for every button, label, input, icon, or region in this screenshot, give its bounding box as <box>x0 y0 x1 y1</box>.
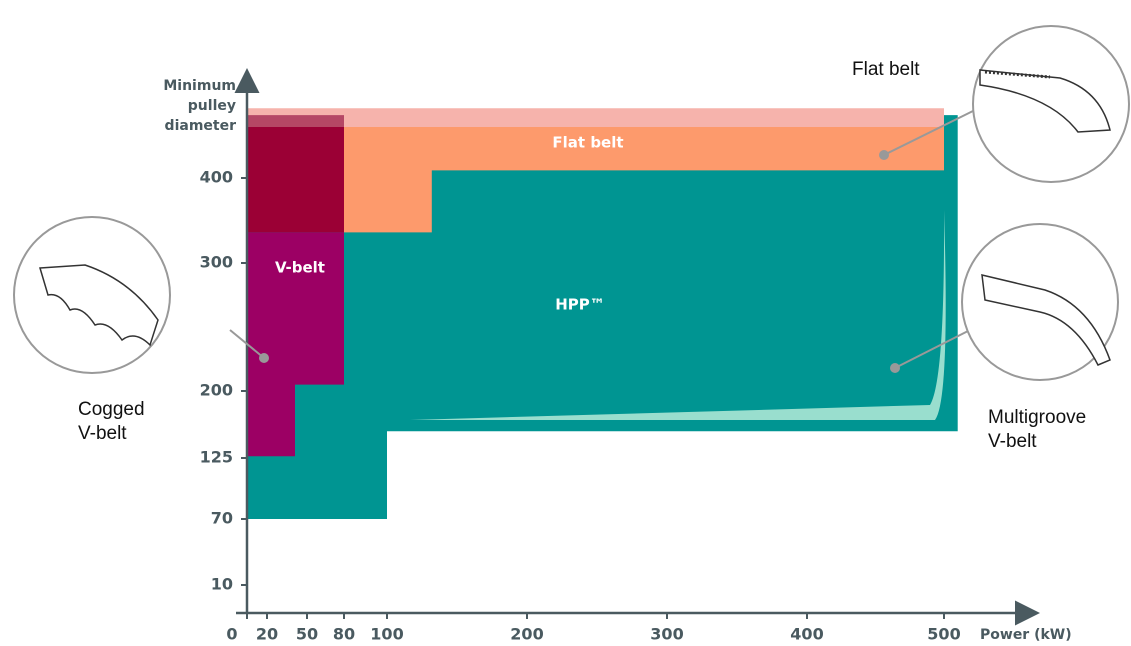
region <box>247 127 344 233</box>
x-tick-label: 400 <box>790 625 823 644</box>
y-tick-label: 300 <box>200 253 233 272</box>
x-tick-label: 500 <box>927 625 960 644</box>
region <box>247 108 944 127</box>
x-tick-label: 300 <box>650 625 683 644</box>
x-tick-label: 20 <box>256 625 278 644</box>
region <box>247 232 344 457</box>
x-tick-label: 50 <box>296 625 318 644</box>
callout-cogged <box>13 216 269 374</box>
callout-label: Flat belt <box>852 59 920 80</box>
y-axis-title: Minimum <box>163 78 236 94</box>
x-tick-label: 100 <box>370 625 403 644</box>
x-tick-label: 0 <box>226 625 237 644</box>
y-axis-title: pulley <box>188 98 236 114</box>
region-label: Flat belt <box>552 134 623 152</box>
callout-label: V-belt <box>988 431 1037 452</box>
callout-flat <box>879 25 1130 183</box>
y-tick-label: 125 <box>200 448 233 467</box>
y-tick-label: 200 <box>200 381 233 400</box>
callout-label: Multigroove <box>988 407 1086 428</box>
region-label: V-belt <box>275 259 325 277</box>
y-tick-label: 70 <box>211 509 233 528</box>
x-tick-label: 200 <box>510 625 543 644</box>
y-axis-title: diameter <box>165 118 237 134</box>
x-axis-title: Power (kW) <box>980 627 1072 643</box>
callout-multigroove <box>890 223 1119 381</box>
callout-label: V-belt <box>78 423 127 444</box>
region <box>247 115 344 127</box>
callout-label: Cogged <box>78 399 145 420</box>
x-tick-label: 80 <box>333 625 355 644</box>
region <box>344 127 944 233</box>
region-label: HPP™ <box>555 296 605 314</box>
y-tick-label: 10 <box>211 575 233 594</box>
y-tick-label: 400 <box>200 168 233 187</box>
